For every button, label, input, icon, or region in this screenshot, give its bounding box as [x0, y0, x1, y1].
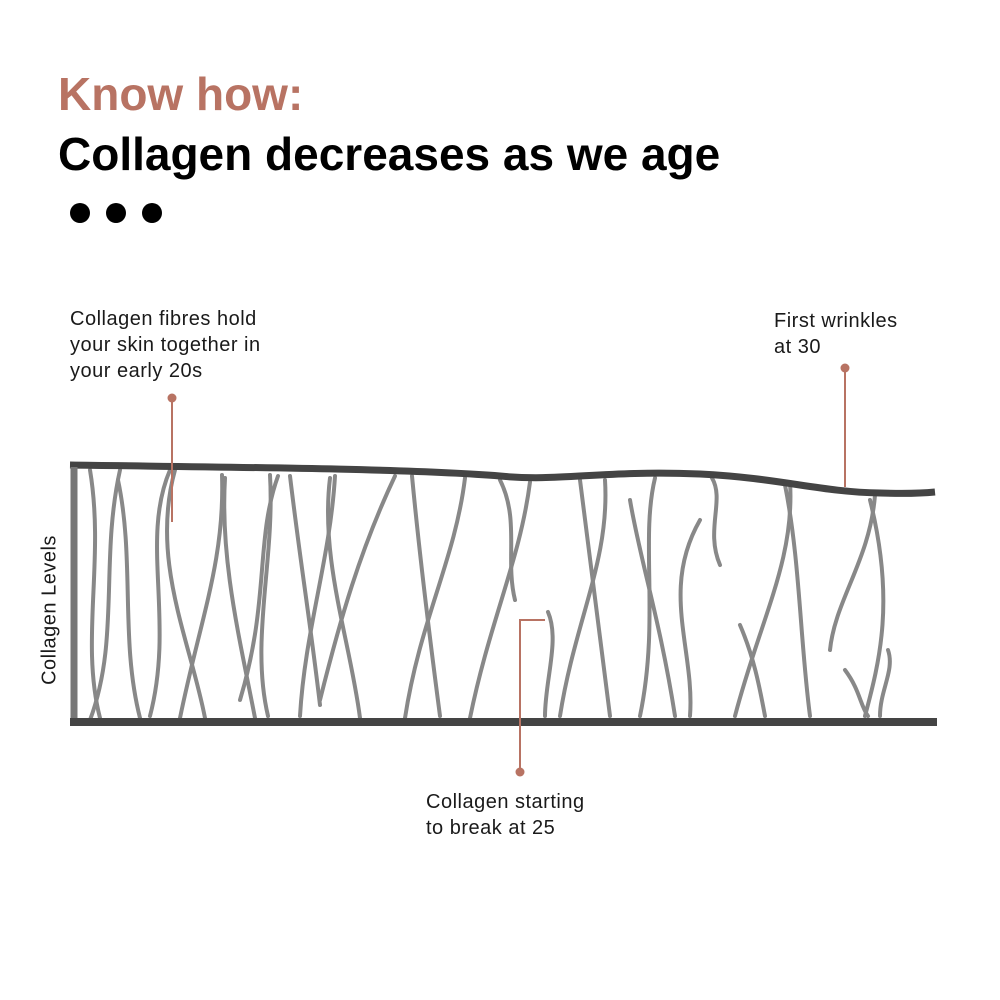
annotation-line: your early 20s: [70, 360, 203, 382]
kicker: Know how:: [58, 68, 303, 120]
collagen-fibres: [88, 468, 892, 722]
skin-surface: [69, 461, 936, 497]
annotation-line: First wrinkles: [774, 310, 898, 332]
pointers: [167, 363, 850, 777]
title: Collagen decreases as we age: [58, 128, 720, 180]
dots: [70, 203, 162, 223]
annotations: Collagen fibres hold your skin together i…: [70, 308, 898, 839]
annotation-line: your skin together in: [70, 334, 261, 356]
annotation-line: Collagen fibres hold: [70, 308, 257, 330]
annotation-line: to break at 25: [426, 817, 555, 839]
annotation-line: at 30: [774, 336, 821, 358]
axis-label: Collagen Levels: [38, 535, 60, 685]
annotation-line: Collagen starting: [426, 791, 585, 813]
